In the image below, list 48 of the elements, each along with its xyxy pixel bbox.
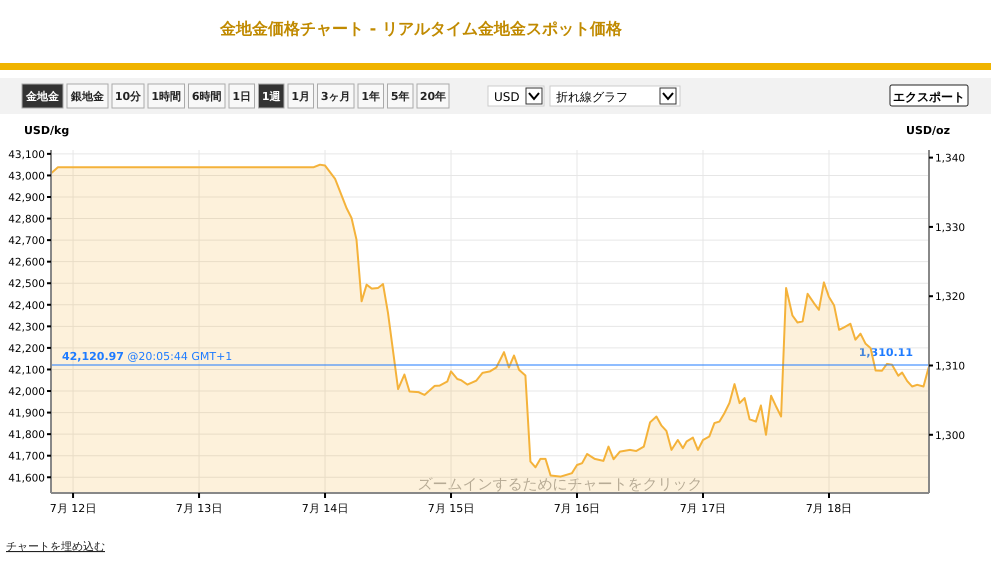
- y-tick-label: 42,500: [8, 278, 45, 290]
- x-tick-label: 7月 12日: [50, 502, 96, 515]
- text: 5年: [390, 90, 410, 103]
- y-tick-label: 42,100: [8, 364, 45, 376]
- text: チャートを埋め込む: [6, 540, 105, 553]
- y-tick-label: 41,600: [8, 472, 45, 484]
- y2-tick-label: 1,300: [935, 430, 966, 442]
- text: 10分: [114, 90, 142, 103]
- text: 1日: [232, 90, 252, 103]
- ref-line-label: 42,120.97 @20:05:44 GMT+1: [62, 350, 232, 363]
- text: 金地金: [25, 90, 60, 103]
- y-tick-label: 42,000: [8, 386, 45, 398]
- text: 折れ線グラフ: [556, 90, 628, 104]
- text: 1年: [361, 90, 380, 103]
- text: 20年: [420, 90, 446, 103]
- text: 1週: [262, 90, 282, 103]
- y-axis-title: USD/kg: [24, 124, 70, 137]
- text: 1時間: [151, 90, 182, 103]
- y-tick-label: 42,800: [8, 214, 45, 226]
- y-tick-label: 42,900: [8, 192, 45, 204]
- y-tick-label: 42,700: [8, 235, 45, 248]
- x-tick-label: 7月 17日: [680, 502, 726, 515]
- y-tick-label: 42,400: [8, 300, 45, 312]
- y-tick-label: 42,200: [8, 342, 45, 355]
- x-tick-label: 7月 15日: [428, 502, 474, 515]
- y2-tick-label: 1,320: [935, 291, 966, 304]
- y2-tick-label: 1,310: [935, 360, 966, 372]
- text: 3ヶ月: [320, 90, 351, 103]
- x-tick-label: 7月 18日: [806, 502, 852, 515]
- text: USD: [494, 90, 520, 104]
- y-tick-label: 41,900: [8, 408, 45, 420]
- text: エクスポート: [893, 90, 965, 104]
- y2-tick-label: 1,330: [935, 222, 966, 234]
- y-tick-label: 43,000: [8, 170, 45, 182]
- text: 1月: [291, 90, 310, 103]
- y2-tick-label: 1,340: [935, 152, 966, 165]
- y-tick-label: 41,700: [8, 450, 45, 463]
- y-tick-label: 43,100: [8, 148, 45, 161]
- y-tick-label: 42,300: [8, 321, 45, 334]
- text: 6時間: [192, 90, 222, 103]
- x-tick-label: 7月 16日: [554, 502, 600, 515]
- y-tick-label: 41,800: [8, 429, 45, 442]
- x-tick-label: 7月 14日: [302, 502, 348, 515]
- text: 銀地金: [70, 90, 105, 103]
- x-tick-label: 7月 13日: [176, 502, 222, 515]
- chart-title: 金地金価格チャート - リアルタイム金地金スポット価格: [219, 19, 623, 38]
- y-tick-label: 42,600: [8, 256, 45, 269]
- y2-axis-title: USD/oz: [906, 124, 950, 137]
